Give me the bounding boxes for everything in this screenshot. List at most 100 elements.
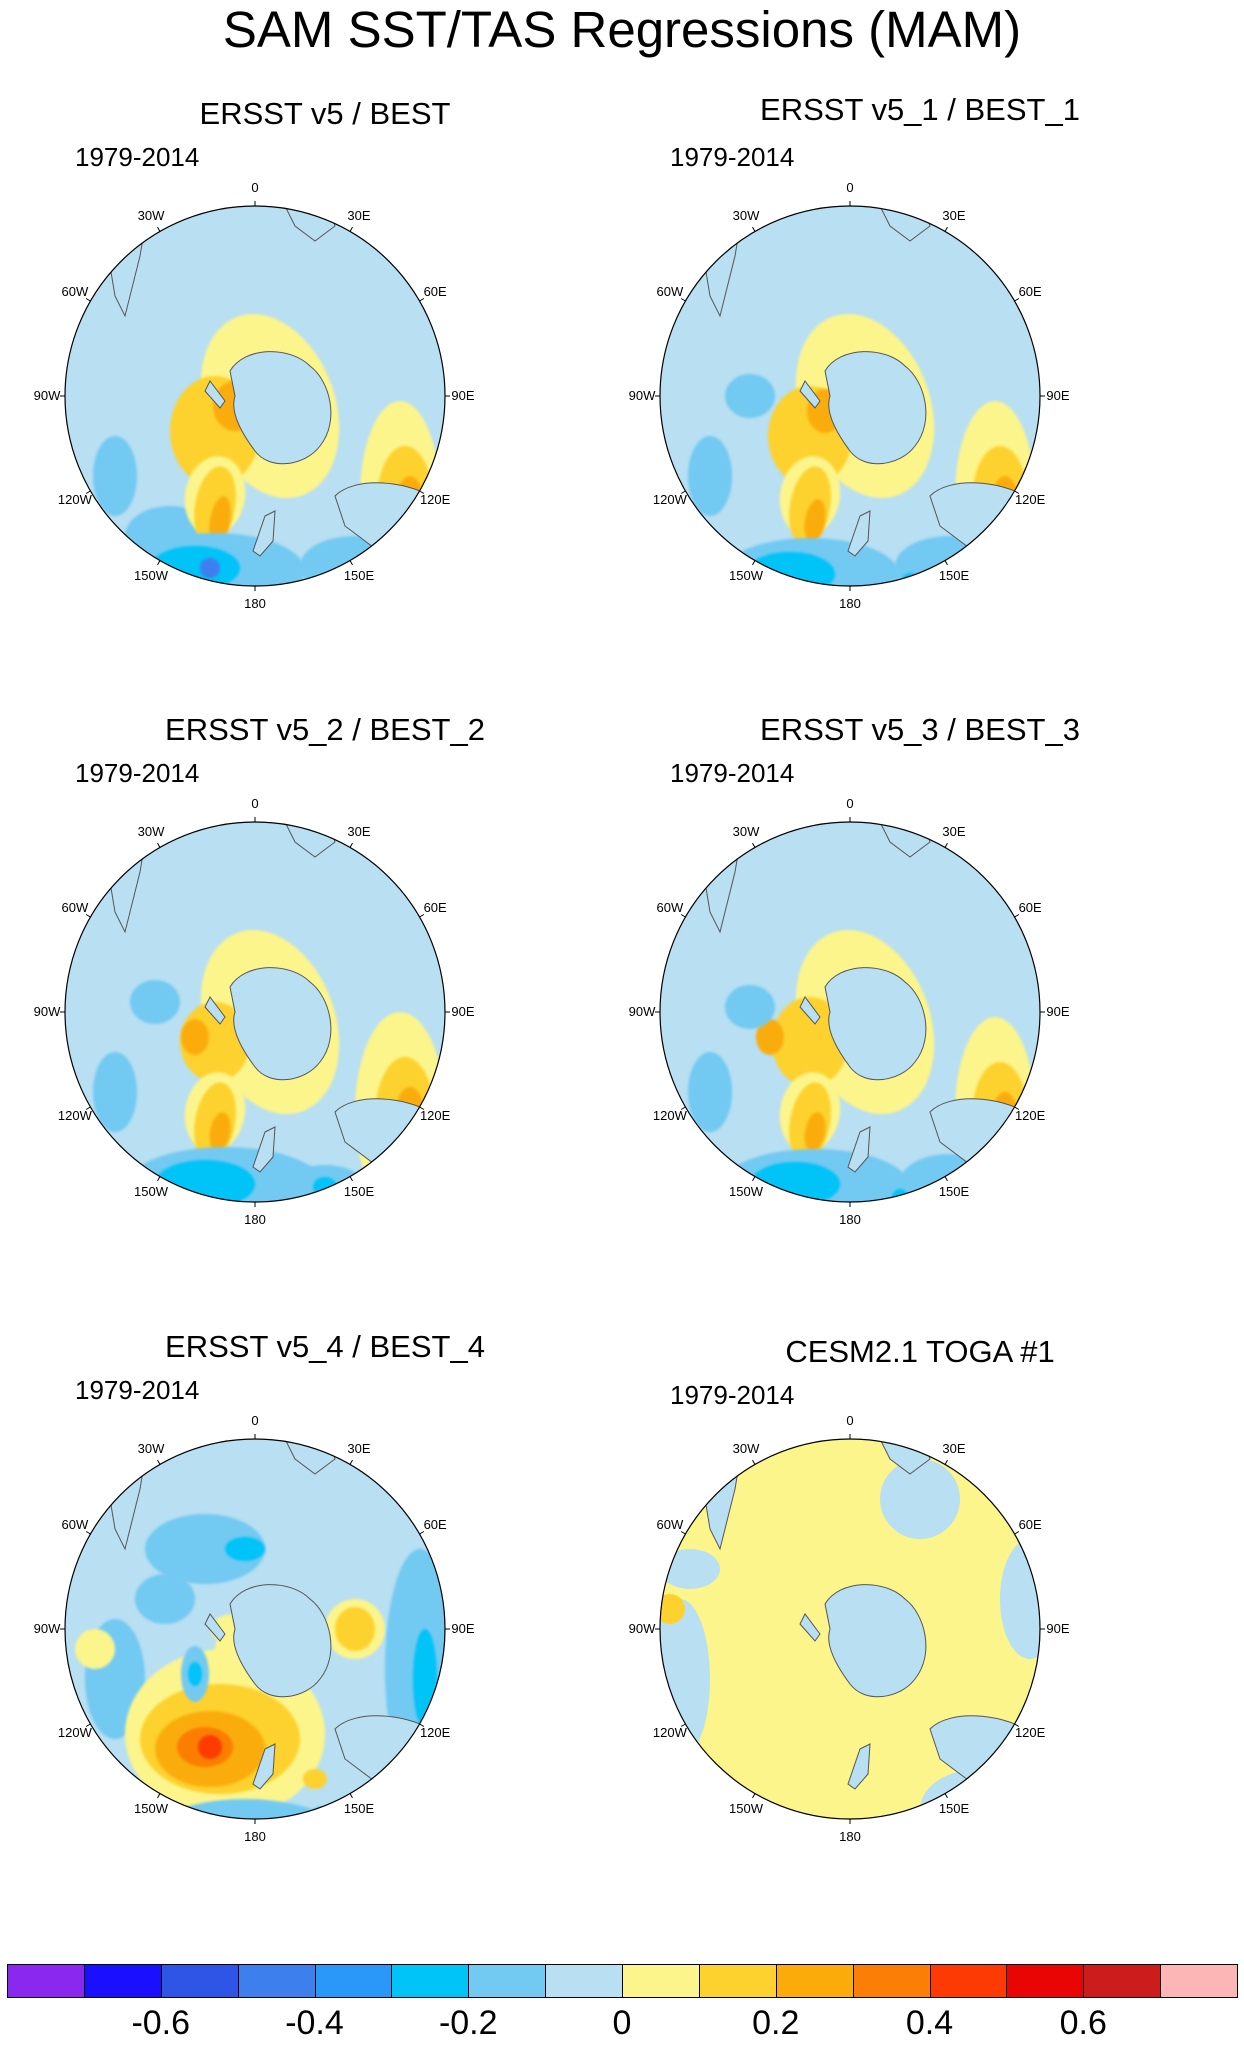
lon-label: 60E — [424, 284, 447, 299]
lon-label: 120W — [653, 492, 688, 507]
anomaly-contour — [804, 499, 826, 543]
anomaly-contour — [155, 1854, 215, 1889]
lon-tick — [752, 1176, 756, 1182]
lon-label: 30W — [138, 1441, 165, 1456]
lon-tick — [349, 842, 353, 848]
panel-period: 1979-2014 — [75, 758, 200, 788]
lon-label: 60W — [61, 1517, 88, 1532]
anomaly-contour — [145, 1514, 265, 1584]
lon-label: 60E — [1019, 1517, 1042, 1532]
lon-label: 90W — [629, 1004, 656, 1019]
land-outline — [204, 380, 226, 409]
anomaly-contour — [720, 611, 980, 656]
lon-label: 30W — [138, 208, 165, 223]
lon-tick — [419, 1723, 425, 1727]
lon-tick — [944, 1176, 948, 1182]
lon-tick — [85, 914, 91, 918]
lon-label: 30E — [347, 1441, 370, 1456]
anomaly-contour — [740, 631, 940, 656]
map-panel-4: ERSST v5_3 / BEST_3 1979-2014 0 30E 60E 90E… — [620, 712, 1220, 1332]
lon-label: 150W — [729, 1801, 764, 1816]
land-outline — [847, 1126, 871, 1173]
colorbar-box — [545, 1964, 623, 1998]
anomaly-contour — [313, 1177, 337, 1197]
lon-label: 90W — [629, 388, 656, 403]
land-outline — [229, 351, 332, 465]
lon-label: 150W — [134, 1801, 169, 1816]
panel-title: CESM2.1 TOGA #1 — [785, 1334, 1055, 1369]
colorbar-box — [1160, 1964, 1238, 1998]
anomaly-contour — [800, 1253, 840, 1272]
anomaly-contour — [135, 1574, 195, 1624]
lon-tick — [680, 490, 686, 494]
anomaly-contour — [804, 1112, 826, 1152]
colorbar-label: -0.6 — [131, 2004, 191, 2042]
lon-label: 60E — [1019, 284, 1042, 299]
anomaly-contour — [181, 1019, 209, 1055]
anomaly-contour — [750, 1162, 840, 1202]
lon-label: 120E — [420, 1108, 451, 1123]
panel-title: ERSST v5_4 / BEST_4 — [165, 1329, 485, 1364]
lon-label: 150E — [344, 568, 375, 583]
anomaly-contour — [365, 596, 425, 656]
lon-label: 60E — [424, 900, 447, 915]
colorbar-box — [1083, 1964, 1162, 1998]
lon-tick — [1014, 298, 1020, 302]
lon-label: 60W — [61, 284, 88, 299]
colorbar-box — [775, 1964, 854, 1998]
lon-label: 120E — [420, 1725, 451, 1740]
land-outline — [229, 967, 332, 1081]
colorbar-label: 0.4 — [905, 2004, 954, 2042]
lon-label: 30W — [138, 824, 165, 839]
lon-label: 150E — [939, 1801, 970, 1816]
colorbar-box — [314, 1964, 393, 1998]
map-panel-2: ERSST v5_1 / BEST_1 1979-2014 0 30E 60E 90E… — [620, 92, 1220, 712]
anomaly-contour — [175, 1257, 335, 1272]
anomaly-contour — [902, 573, 918, 586]
colorbar-label: 0.2 — [752, 2004, 800, 2042]
lon-label: 60W — [61, 900, 88, 915]
colorbar-label: 0 — [612, 2004, 632, 2042]
lon-label: 30E — [942, 824, 965, 839]
anomaly-contour — [198, 1735, 222, 1759]
lon-tick — [157, 842, 161, 848]
lon-tick — [944, 226, 948, 232]
panel-title: ERSST v5_3 / BEST_3 — [760, 712, 1080, 747]
lon-label: 30W — [733, 824, 760, 839]
lon-label: 90E — [451, 1004, 474, 1019]
lon-label: 60E — [1019, 900, 1042, 915]
lon-tick — [157, 1176, 161, 1182]
lon-tick — [349, 1176, 353, 1182]
land-outline — [204, 996, 226, 1025]
anomaly-contour — [188, 1662, 202, 1686]
land-outline — [252, 1126, 276, 1173]
lon-tick — [419, 298, 425, 302]
lon-tick — [944, 560, 948, 566]
colorbar — [7, 1964, 1238, 2000]
anomaly-contour — [900, 1154, 1000, 1202]
anomaly-contour — [335, 1607, 375, 1651]
lon-label: 30E — [347, 824, 370, 839]
lon-label: 0 — [251, 180, 258, 195]
lon-label: 150E — [344, 1184, 375, 1199]
colorbar-label: -0.2 — [438, 2004, 498, 2042]
anomaly-contour — [365, 1212, 425, 1272]
lon-tick — [419, 490, 425, 494]
anomaly-contour — [880, 1459, 960, 1539]
colorbar-box — [929, 1964, 1008, 1998]
lon-label: 60W — [656, 284, 683, 299]
lon-label: 120W — [58, 1108, 93, 1123]
lon-tick — [680, 914, 686, 918]
lon-label: 90W — [34, 1621, 61, 1636]
lon-tick — [1014, 1106, 1020, 1110]
lon-label: 180 — [244, 596, 266, 611]
map-panel-6: CESM2.1 TOGA #1 1979-2014 0 30E 60E 90E 120E… — [620, 1334, 1220, 1954]
lon-tick — [1014, 914, 1020, 918]
anomaly-contour — [270, 1829, 320, 1869]
anomaly-contour — [93, 436, 137, 516]
land-outline — [824, 351, 927, 465]
lon-label: 90E — [1046, 1004, 1069, 1019]
panel-period: 1979-2014 — [670, 142, 795, 172]
polar-stereographic-map: 0 30E 60E 90E 120E 150E 180 150W 120W 90W 60W 30W — [34, 1413, 475, 1889]
lon-label: 90E — [451, 1621, 474, 1636]
